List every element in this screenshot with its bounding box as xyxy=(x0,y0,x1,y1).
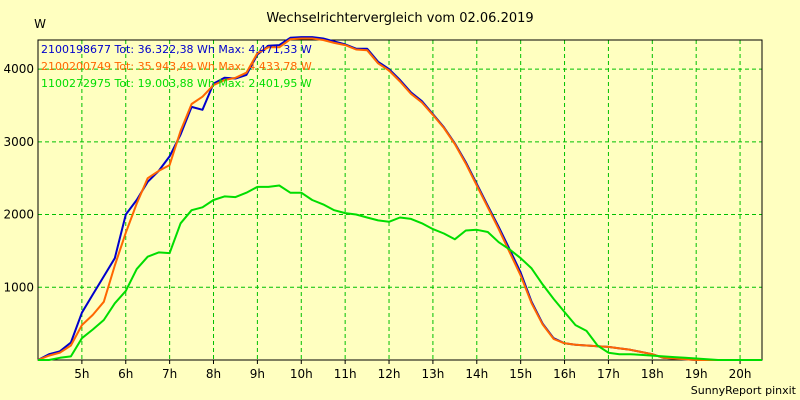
legend-entry-3: 1100272975 Tot: 19.003,88 Wh Max: 2.401,… xyxy=(41,77,312,90)
x-tick-label: 15h xyxy=(509,367,532,381)
y-tick-label: 2000 xyxy=(3,208,34,222)
x-tick-label: 8h xyxy=(206,367,221,381)
x-tick-label: 5h xyxy=(74,367,89,381)
credit-text: SunnyReport pinxit xyxy=(691,384,797,397)
y-axis-label: W xyxy=(34,17,46,31)
x-tick-label: 11h xyxy=(334,367,357,381)
chart-title: Wechselrichtervergleich vom 02.06.2019 xyxy=(266,11,533,26)
y-tick-label: 3000 xyxy=(3,135,34,149)
gridlines xyxy=(38,40,762,360)
series-line-2 xyxy=(37,37,762,361)
y-tick-label: 4000 xyxy=(3,62,34,76)
x-tick-label: 10h xyxy=(290,367,313,381)
x-tick-label: 14h xyxy=(465,367,488,381)
series-lines xyxy=(37,36,762,361)
x-tick-labels: 5h 6h 7h 8h 9h 10h 11h 12h 13h 14h 15h 16h 17h 18h 19h… xyxy=(74,360,751,381)
y-tick-labels: 1000 2000 3000 4000 xyxy=(3,62,34,294)
legend-entry-2: 2100200749 Tot: 35.943,49 Wh Max: 4.433,… xyxy=(41,60,312,73)
x-tick-label: 6h xyxy=(118,367,133,381)
y-tick-label: 1000 xyxy=(3,280,34,294)
x-tick-label: 20h xyxy=(729,367,752,381)
x-tick-label: 7h xyxy=(162,367,177,381)
x-tick-label: 19h xyxy=(685,367,708,381)
legend-entry-1: 2100198677 Tot: 36.322,38 Wh Max: 4.471,… xyxy=(41,43,312,56)
legend: 2100198677 Tot: 36.322,38 Wh Max: 4.471,… xyxy=(41,43,312,90)
x-tick-label: 17h xyxy=(597,367,620,381)
plot-frame xyxy=(37,39,763,361)
x-tick-label: 12h xyxy=(378,367,401,381)
x-tick-label: 18h xyxy=(641,367,664,381)
x-tick-label: 16h xyxy=(553,367,576,381)
x-tick-label: 13h xyxy=(421,367,444,381)
x-tick-label: 9h xyxy=(250,367,265,381)
series-line-3 xyxy=(38,184,762,361)
